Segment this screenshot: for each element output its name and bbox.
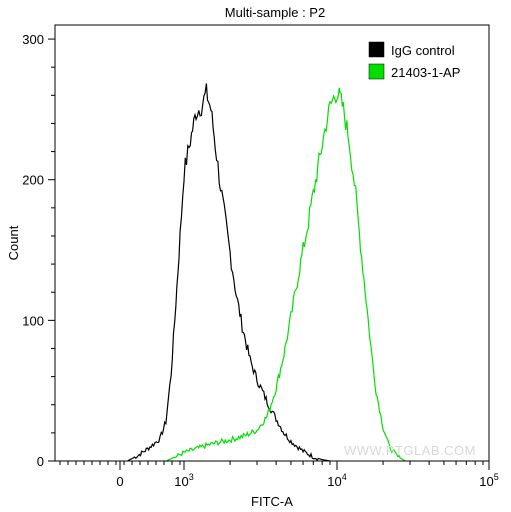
y-axis: 0 100 200 300 <box>22 32 55 469</box>
y-tick-label: 200 <box>22 173 44 188</box>
x-axis: 0 103 104 105 <box>59 461 499 489</box>
series-layer <box>127 83 406 462</box>
chart-title: Multi-sample : P2 <box>225 5 325 20</box>
legend-label: IgG control <box>391 43 455 58</box>
series-line-2 <box>165 87 406 462</box>
legend-swatch <box>368 41 385 58</box>
legend-swatch <box>368 63 385 80</box>
y-tick-label: 100 <box>22 313 44 328</box>
plot-frame <box>54 24 490 462</box>
watermark: WWW.PTGLAB.COM <box>344 443 476 458</box>
x-tick-label: 105 <box>479 472 498 489</box>
y-tick-label: 0 <box>37 454 44 469</box>
x-tick-label: 0 <box>116 474 123 489</box>
x-tick-label: 104 <box>327 472 346 489</box>
plot-area <box>54 24 490 462</box>
x-axis-label: FITC-A <box>251 494 293 509</box>
y-axis-label: Count <box>6 225 21 260</box>
x-tick-label: 103 <box>174 472 193 489</box>
series-line-1 <box>127 83 331 462</box>
legend: IgG control 21403-1-AP <box>368 41 460 80</box>
y-tick-label: 300 <box>22 32 44 47</box>
legend-label: 21403-1-AP <box>391 65 460 80</box>
